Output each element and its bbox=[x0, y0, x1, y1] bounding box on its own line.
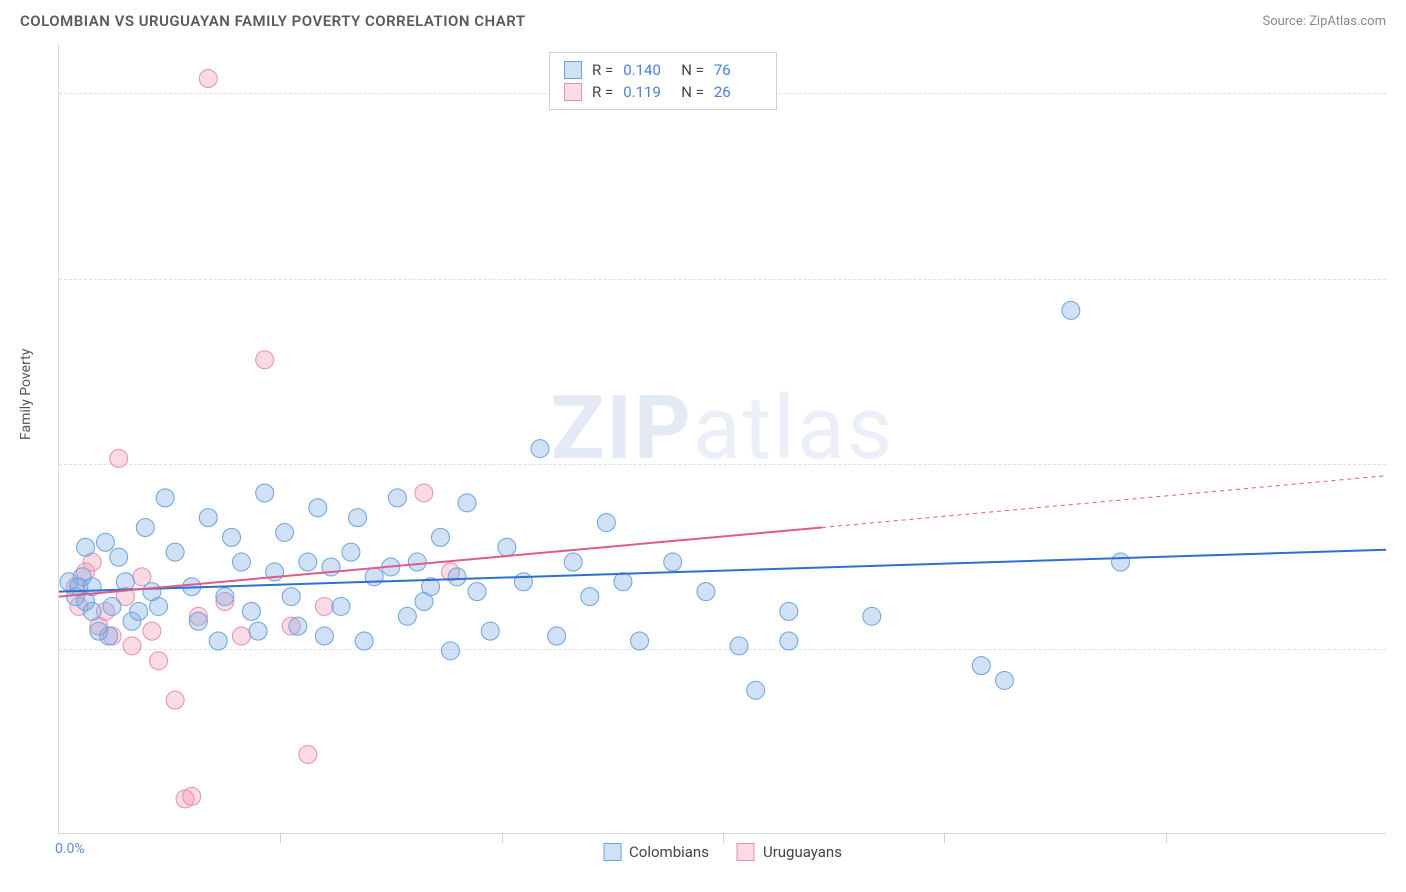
legend-swatch-colombians bbox=[603, 843, 621, 861]
chart-area: ZIPatlas 0.0% 40.0% R = 0.140 N = 76 R =… bbox=[58, 44, 1386, 834]
legend-swatch-uruguayans bbox=[737, 843, 755, 861]
stats-row-colombians: R = 0.140 N = 76 bbox=[564, 59, 762, 81]
source-attribution: Source: ZipAtlas.com bbox=[1262, 14, 1386, 29]
swatch-uruguayans bbox=[564, 83, 582, 101]
legend-uruguayans: Uruguayans bbox=[737, 843, 842, 861]
x-tick-min: 0.0% bbox=[55, 841, 85, 857]
legend-colombians: Colombians bbox=[603, 843, 709, 861]
series-legend: Colombians Uruguayans bbox=[603, 843, 842, 861]
swatch-colombians bbox=[564, 61, 582, 79]
scatter-plot bbox=[59, 44, 1386, 833]
y-axis-label: Family Poverty bbox=[18, 349, 34, 440]
correlation-stats-box: R = 0.140 N = 76 R = 0.119 N = 26 bbox=[549, 52, 777, 110]
stats-row-uruguayans: R = 0.119 N = 26 bbox=[564, 81, 762, 103]
chart-title: COLOMBIAN VS URUGUAYAN FAMILY POVERTY CO… bbox=[20, 12, 526, 30]
